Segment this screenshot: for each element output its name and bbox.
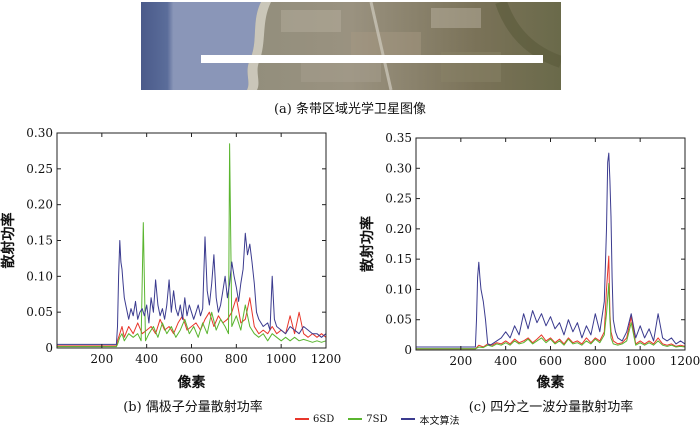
y-tick-label-c: 0 bbox=[404, 343, 412, 357]
satellite-image-drawing bbox=[141, 2, 561, 90]
x-tick-label-c: 1000 bbox=[625, 354, 656, 368]
x-tick-label-c: 1200 bbox=[670, 354, 700, 368]
x-tick-label-c: 400 bbox=[494, 354, 517, 368]
y-tick-label-c: 0.15 bbox=[385, 252, 412, 266]
charts-canvas: 0 0.05 0.10 0.15 0.20 0.25 0.30 200 400 600 800 100… bbox=[0, 126, 700, 391]
x-tick-label-b: 600 bbox=[180, 352, 203, 366]
legend-label-proposed: 本文算法 bbox=[419, 415, 460, 427]
y-tick-label-b: 0.20 bbox=[26, 198, 53, 212]
y-axis-label-c: 散射功率 bbox=[359, 216, 376, 272]
legend-swatch-proposed bbox=[401, 418, 416, 420]
y-axis-label-b: 散射功率 bbox=[0, 213, 17, 269]
x-axis-label-c: 像素 bbox=[537, 374, 565, 391]
y-tick-label-b: 0 bbox=[45, 341, 53, 355]
x-tick-label-b: 1000 bbox=[266, 352, 297, 366]
legend-label-7sd: 7SD bbox=[366, 413, 388, 425]
legend-swatch-7sd bbox=[348, 418, 363, 420]
y-tick-label-b: 0.25 bbox=[26, 162, 53, 176]
series-proposed-line-c bbox=[416, 152, 686, 348]
x-tick-label-b: 200 bbox=[90, 352, 113, 366]
x-axis-label-b: 像素 bbox=[178, 374, 206, 391]
y-tick-label-b: 0.30 bbox=[26, 126, 53, 140]
plot-frame-c bbox=[415, 137, 686, 351]
legend-item-6sd: 6SD bbox=[295, 414, 334, 425]
series-proposed-line-b bbox=[57, 232, 327, 345]
caption-a: (a) 条带区域光学卫星图像 bbox=[273, 102, 427, 117]
legend-label-6sd: 6SD bbox=[313, 413, 335, 425]
chart-c: 0 0.05 0.10 0.15 0.20 0.25 0.30 0.35 200 400 600 80… bbox=[359, 131, 700, 391]
series-6sd-line-c bbox=[416, 255, 686, 350]
legend-item-proposed: 本文算法 bbox=[401, 412, 459, 427]
y-tick-label-b: 0.05 bbox=[26, 305, 53, 319]
y-tick-label-b: 0.10 bbox=[26, 269, 53, 283]
series-7sd-line-b bbox=[57, 143, 327, 348]
x-tick-label-c: 200 bbox=[449, 354, 472, 368]
y-tick-label-c: 0.35 bbox=[385, 131, 412, 145]
y-tick-label-b: 0.15 bbox=[26, 234, 53, 248]
x-tick-label-b: 1200 bbox=[311, 352, 342, 366]
y-tick-label-c: 0.25 bbox=[385, 192, 412, 206]
x-tick-label-b: 800 bbox=[225, 352, 248, 366]
y-tick-label-c: 0.30 bbox=[385, 161, 412, 175]
series-6sd-line-b bbox=[57, 297, 327, 347]
y-tick-label-c: 0.20 bbox=[385, 222, 412, 236]
legend: 6SD 7SD 本文算法 bbox=[295, 412, 473, 427]
chart-b: 0 0.05 0.10 0.15 0.20 0.25 0.30 200 400 600 800 100… bbox=[0, 126, 341, 391]
y-tick-label-c: 0.05 bbox=[385, 313, 412, 327]
legend-item-7sd: 7SD bbox=[348, 414, 387, 425]
x-tick-label-c: 600 bbox=[539, 354, 562, 368]
x-tick-label-b: 400 bbox=[135, 352, 158, 366]
series-7sd-line-c bbox=[416, 282, 686, 350]
transect-strip bbox=[201, 55, 543, 63]
caption-b: (b) 偶极子分量散射功率 bbox=[123, 400, 263, 415]
legend-swatch-6sd bbox=[295, 418, 309, 420]
satellite-image bbox=[141, 2, 561, 90]
y-tick-label-c: 0.10 bbox=[385, 282, 412, 296]
plot-frame-b bbox=[56, 132, 327, 349]
x-tick-label-c: 800 bbox=[584, 354, 607, 368]
caption-c: (c) 四分之一波分量散射功率 bbox=[468, 400, 634, 415]
